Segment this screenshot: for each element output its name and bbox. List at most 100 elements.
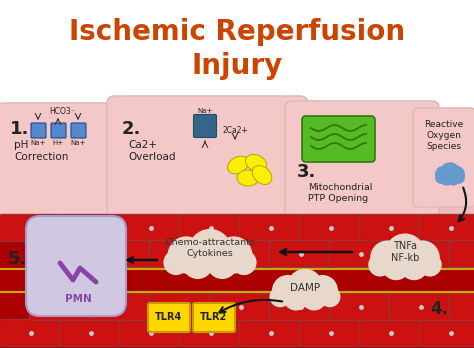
FancyBboxPatch shape [239, 214, 302, 242]
FancyBboxPatch shape [51, 123, 66, 138]
FancyBboxPatch shape [149, 293, 212, 321]
Text: Reactive
Oxygen
Species: Reactive Oxygen Species [424, 120, 464, 151]
FancyBboxPatch shape [119, 319, 182, 347]
Text: 4.: 4. [430, 300, 448, 318]
FancyBboxPatch shape [359, 214, 422, 242]
FancyBboxPatch shape [285, 101, 439, 220]
FancyBboxPatch shape [390, 240, 453, 268]
FancyBboxPatch shape [449, 240, 474, 268]
Text: 1.: 1. [10, 120, 29, 138]
Text: Na+: Na+ [30, 140, 46, 146]
Text: Mitochondrial
PTP Opening: Mitochondrial PTP Opening [308, 183, 373, 203]
Circle shape [231, 250, 256, 275]
Circle shape [272, 275, 303, 306]
Ellipse shape [246, 155, 266, 172]
FancyBboxPatch shape [107, 96, 308, 227]
Text: 2.: 2. [122, 120, 141, 138]
FancyBboxPatch shape [193, 114, 217, 137]
FancyBboxPatch shape [302, 116, 375, 162]
Circle shape [439, 171, 454, 185]
Circle shape [319, 286, 340, 307]
FancyBboxPatch shape [0, 103, 129, 220]
FancyBboxPatch shape [148, 303, 190, 332]
Circle shape [182, 248, 213, 279]
Circle shape [435, 166, 452, 183]
FancyBboxPatch shape [413, 108, 474, 207]
FancyBboxPatch shape [449, 293, 474, 321]
Text: TNFa
NF-kb: TNFa NF-kb [391, 241, 419, 263]
Circle shape [385, 234, 425, 274]
Text: DAMP: DAMP [290, 283, 320, 293]
Text: HCO3⁻: HCO3⁻ [49, 107, 75, 116]
Circle shape [164, 250, 189, 275]
Circle shape [307, 275, 338, 306]
Text: 5.: 5. [8, 250, 27, 268]
Circle shape [188, 229, 232, 272]
Text: Na+: Na+ [197, 108, 213, 114]
FancyBboxPatch shape [0, 214, 63, 242]
FancyBboxPatch shape [180, 319, 243, 347]
FancyBboxPatch shape [90, 240, 153, 268]
Circle shape [270, 286, 291, 307]
Circle shape [447, 166, 465, 183]
Text: 2Ca2+: 2Ca2+ [222, 126, 248, 135]
Circle shape [435, 172, 447, 184]
Text: 3.: 3. [297, 163, 316, 181]
FancyBboxPatch shape [419, 319, 474, 347]
Circle shape [400, 251, 428, 280]
FancyBboxPatch shape [0, 215, 474, 348]
FancyBboxPatch shape [90, 293, 153, 321]
Circle shape [301, 285, 327, 310]
Ellipse shape [252, 166, 272, 184]
FancyBboxPatch shape [300, 214, 363, 242]
Text: Injury: Injury [191, 52, 283, 80]
FancyBboxPatch shape [180, 214, 243, 242]
Ellipse shape [237, 170, 259, 186]
Circle shape [440, 162, 460, 182]
FancyBboxPatch shape [0, 319, 63, 347]
Text: TLR4: TLR4 [155, 312, 182, 322]
Circle shape [368, 253, 392, 277]
FancyBboxPatch shape [60, 214, 122, 242]
FancyBboxPatch shape [193, 303, 235, 332]
FancyBboxPatch shape [210, 293, 273, 321]
Text: pH
Correction: pH Correction [14, 140, 68, 163]
Text: Ischemic Reperfusion: Ischemic Reperfusion [69, 18, 405, 46]
FancyBboxPatch shape [119, 214, 182, 242]
FancyBboxPatch shape [29, 240, 92, 268]
Text: H+: H+ [53, 140, 64, 146]
Circle shape [446, 171, 461, 185]
Circle shape [287, 269, 323, 305]
FancyBboxPatch shape [419, 214, 474, 242]
FancyBboxPatch shape [270, 293, 332, 321]
FancyBboxPatch shape [31, 123, 46, 138]
Circle shape [453, 172, 465, 184]
Text: PMN: PMN [64, 294, 91, 304]
FancyBboxPatch shape [71, 123, 86, 138]
FancyBboxPatch shape [60, 319, 122, 347]
FancyBboxPatch shape [390, 293, 453, 321]
FancyBboxPatch shape [149, 240, 212, 268]
Text: TLR2: TLR2 [201, 312, 228, 322]
FancyBboxPatch shape [29, 293, 92, 321]
Circle shape [370, 240, 405, 275]
Circle shape [405, 240, 440, 275]
Circle shape [283, 285, 309, 310]
Text: Ca2+
Overload: Ca2+ Overload [128, 140, 175, 163]
FancyBboxPatch shape [359, 319, 422, 347]
FancyBboxPatch shape [0, 108, 474, 215]
FancyBboxPatch shape [239, 319, 302, 347]
FancyBboxPatch shape [300, 319, 363, 347]
FancyBboxPatch shape [210, 240, 273, 268]
Circle shape [382, 251, 410, 280]
FancyBboxPatch shape [329, 293, 392, 321]
Circle shape [207, 248, 238, 279]
Circle shape [418, 253, 442, 277]
Text: Chemo-attractants
Cytokines: Chemo-attractants Cytokines [165, 238, 255, 259]
Ellipse shape [228, 156, 248, 174]
FancyBboxPatch shape [329, 240, 392, 268]
Circle shape [168, 236, 205, 274]
Text: Na+: Na+ [70, 140, 86, 146]
FancyBboxPatch shape [270, 240, 332, 268]
FancyBboxPatch shape [26, 216, 126, 316]
